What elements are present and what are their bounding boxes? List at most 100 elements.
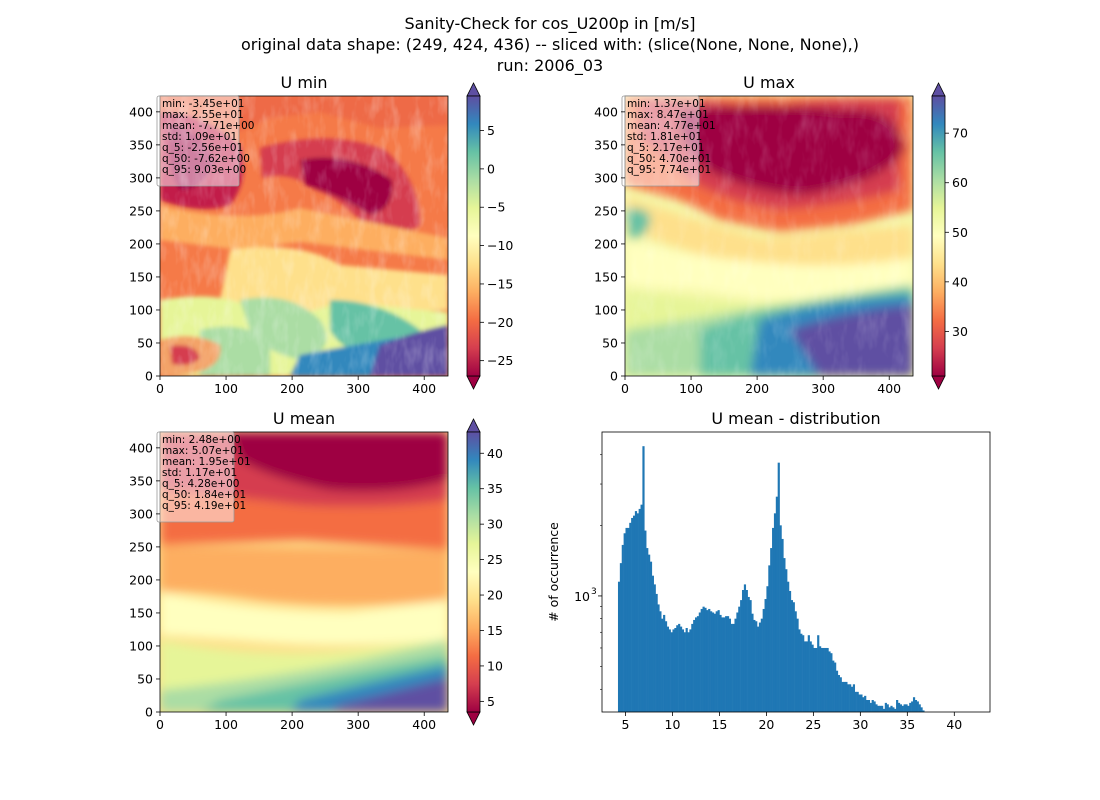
histogram-bar [764, 599, 767, 712]
u-max-ytick-label: 250 [594, 203, 618, 218]
u-mean-colorbar-tick-label: 10 [487, 658, 503, 673]
histogram-bar [869, 702, 872, 712]
u-max-xtick-label: 100 [679, 381, 703, 396]
histogram-bar [698, 612, 701, 712]
histogram-bar [899, 704, 902, 712]
u-max-colorbar: 70 60 50 40 30 [931, 82, 968, 390]
histogram-bar [911, 701, 914, 712]
u-mean-ytick-label: 100 [129, 638, 153, 653]
histogram-bar [743, 584, 747, 712]
panel-u-min: U min [129, 73, 513, 396]
histogram-xtick-label: 30 [852, 717, 868, 732]
histogram-ylabel: # of occurrence [546, 522, 561, 622]
histogram-bar [644, 530, 647, 712]
figure-title-line-2: original data shape: (249, 424, 436) -- … [241, 35, 859, 54]
u-mean-xtick-label: 200 [280, 717, 304, 732]
histogram-bar [783, 558, 786, 712]
histogram-bar [689, 629, 692, 712]
histogram-xtick-label: 40 [946, 717, 962, 732]
histogram-bar [849, 684, 852, 712]
panel-u-min-title: U min [281, 73, 328, 92]
histogram-bar [706, 610, 709, 712]
u-max-stats-box: min: 1.37e+01 max: 8.47e+01 mean: 4.77e+… [621, 95, 716, 187]
u-min-colorbar-tick-label: −5 [487, 200, 505, 215]
histogram-bar [685, 627, 688, 712]
histogram-bar [787, 581, 790, 712]
histogram-bar [824, 647, 827, 712]
u-max-ytick-label: 350 [594, 137, 618, 152]
u-min-xtick-label: 400 [412, 381, 436, 396]
u-mean-colorbar-tick-label: 30 [487, 517, 503, 532]
u-min-ytick-label: 50 [137, 335, 153, 350]
u-mean-stat-line: max: 5.07e+01 [162, 445, 244, 457]
histogram-bar [655, 593, 658, 712]
histogram-bar [879, 705, 882, 712]
u-mean-xtick-label: 0 [156, 717, 164, 732]
histogram-bar [657, 604, 660, 712]
histogram-bar [820, 647, 824, 712]
histogram-bar [909, 702, 912, 712]
histogram-bar [757, 626, 760, 712]
histogram-bar [760, 618, 763, 712]
histogram-bar [741, 590, 745, 712]
histogram-bar [862, 697, 865, 712]
histogram-bar [668, 629, 671, 712]
histogram-bar [638, 508, 641, 712]
histogram-xtick-label: 5 [622, 717, 630, 732]
u-min-stat-line: min: -3.45e+01 [162, 98, 244, 110]
u-max-stat-line: std: 1.81e+01 [627, 131, 702, 143]
histogram-bar [619, 563, 623, 712]
u-mean-ytick-label: 0 [145, 705, 153, 720]
histogram-bar [717, 610, 720, 712]
u-mean-ytick-label: 250 [129, 539, 153, 554]
histogram-bar [708, 608, 711, 712]
histogram-bar [648, 554, 651, 712]
u-max-xtick-label: 0 [621, 381, 629, 396]
u-max-ytick-label: 100 [594, 302, 618, 317]
histogram-bar [679, 626, 683, 712]
histogram-bar [661, 618, 664, 712]
histogram-bar [888, 707, 891, 712]
u-max-colorbar-tick-label: 30 [952, 324, 968, 339]
u-max-stat-line: q_50: 4.70e+01 [627, 153, 711, 165]
histogram-bar [830, 653, 833, 712]
u-mean-colorbar-tick-label: 5 [487, 694, 495, 709]
histogram-bar [819, 646, 822, 712]
histogram-xtick-label: 10 [665, 717, 681, 732]
u-min-colorbar-tick-label: −25 [487, 353, 513, 368]
u-min-stat-line: std: 1.09e+01 [162, 131, 237, 143]
histogram-bar [792, 602, 795, 712]
u-mean-xtick-label: 300 [346, 717, 370, 732]
histogram-bar [881, 705, 884, 712]
histogram-bar [775, 496, 778, 712]
histogram-bar [640, 504, 643, 712]
u-mean-colorbar-tick-label: 40 [487, 446, 503, 461]
histogram-bar [897, 702, 901, 712]
histogram-bar [815, 647, 818, 712]
histogram-bar [653, 584, 656, 712]
u-mean-colorbar-tick-label: 20 [487, 588, 503, 603]
u-max-colorbar-tick-label: 40 [952, 274, 968, 289]
u-min-colorbar-tick-label: 0 [487, 161, 495, 176]
u-min-ytick-label: 400 [129, 104, 153, 119]
u-max-ytick-label: 300 [594, 170, 618, 185]
histogram-bar [886, 704, 889, 712]
histogram-bar [877, 705, 880, 712]
histogram-bar [770, 548, 773, 712]
panel-u-max: U max min: 1.37e+01 max: 8.47e+01 [594, 73, 968, 396]
u-mean-colorbar-tick-label: 25 [487, 552, 503, 567]
u-max-stat-line: q_95: 7.74e+01 [627, 164, 711, 176]
histogram-xtick-label: 15 [711, 717, 727, 732]
histogram-bar [794, 611, 797, 712]
histogram-bar [738, 606, 741, 712]
u-max-colorbar-tick-label: 60 [952, 175, 968, 190]
histogram-bar [901, 705, 904, 712]
u-mean-stat-line: q_50: 1.84e+01 [162, 489, 246, 501]
histogram-bar [629, 522, 632, 712]
u-max-xtick-label: 300 [811, 381, 835, 396]
histogram-bar [646, 548, 649, 712]
histogram-bar [822, 647, 825, 712]
histogram-bar [834, 662, 837, 712]
histogram-bar [721, 617, 724, 712]
u-max-stat-line: min: 1.37e+01 [627, 98, 706, 110]
